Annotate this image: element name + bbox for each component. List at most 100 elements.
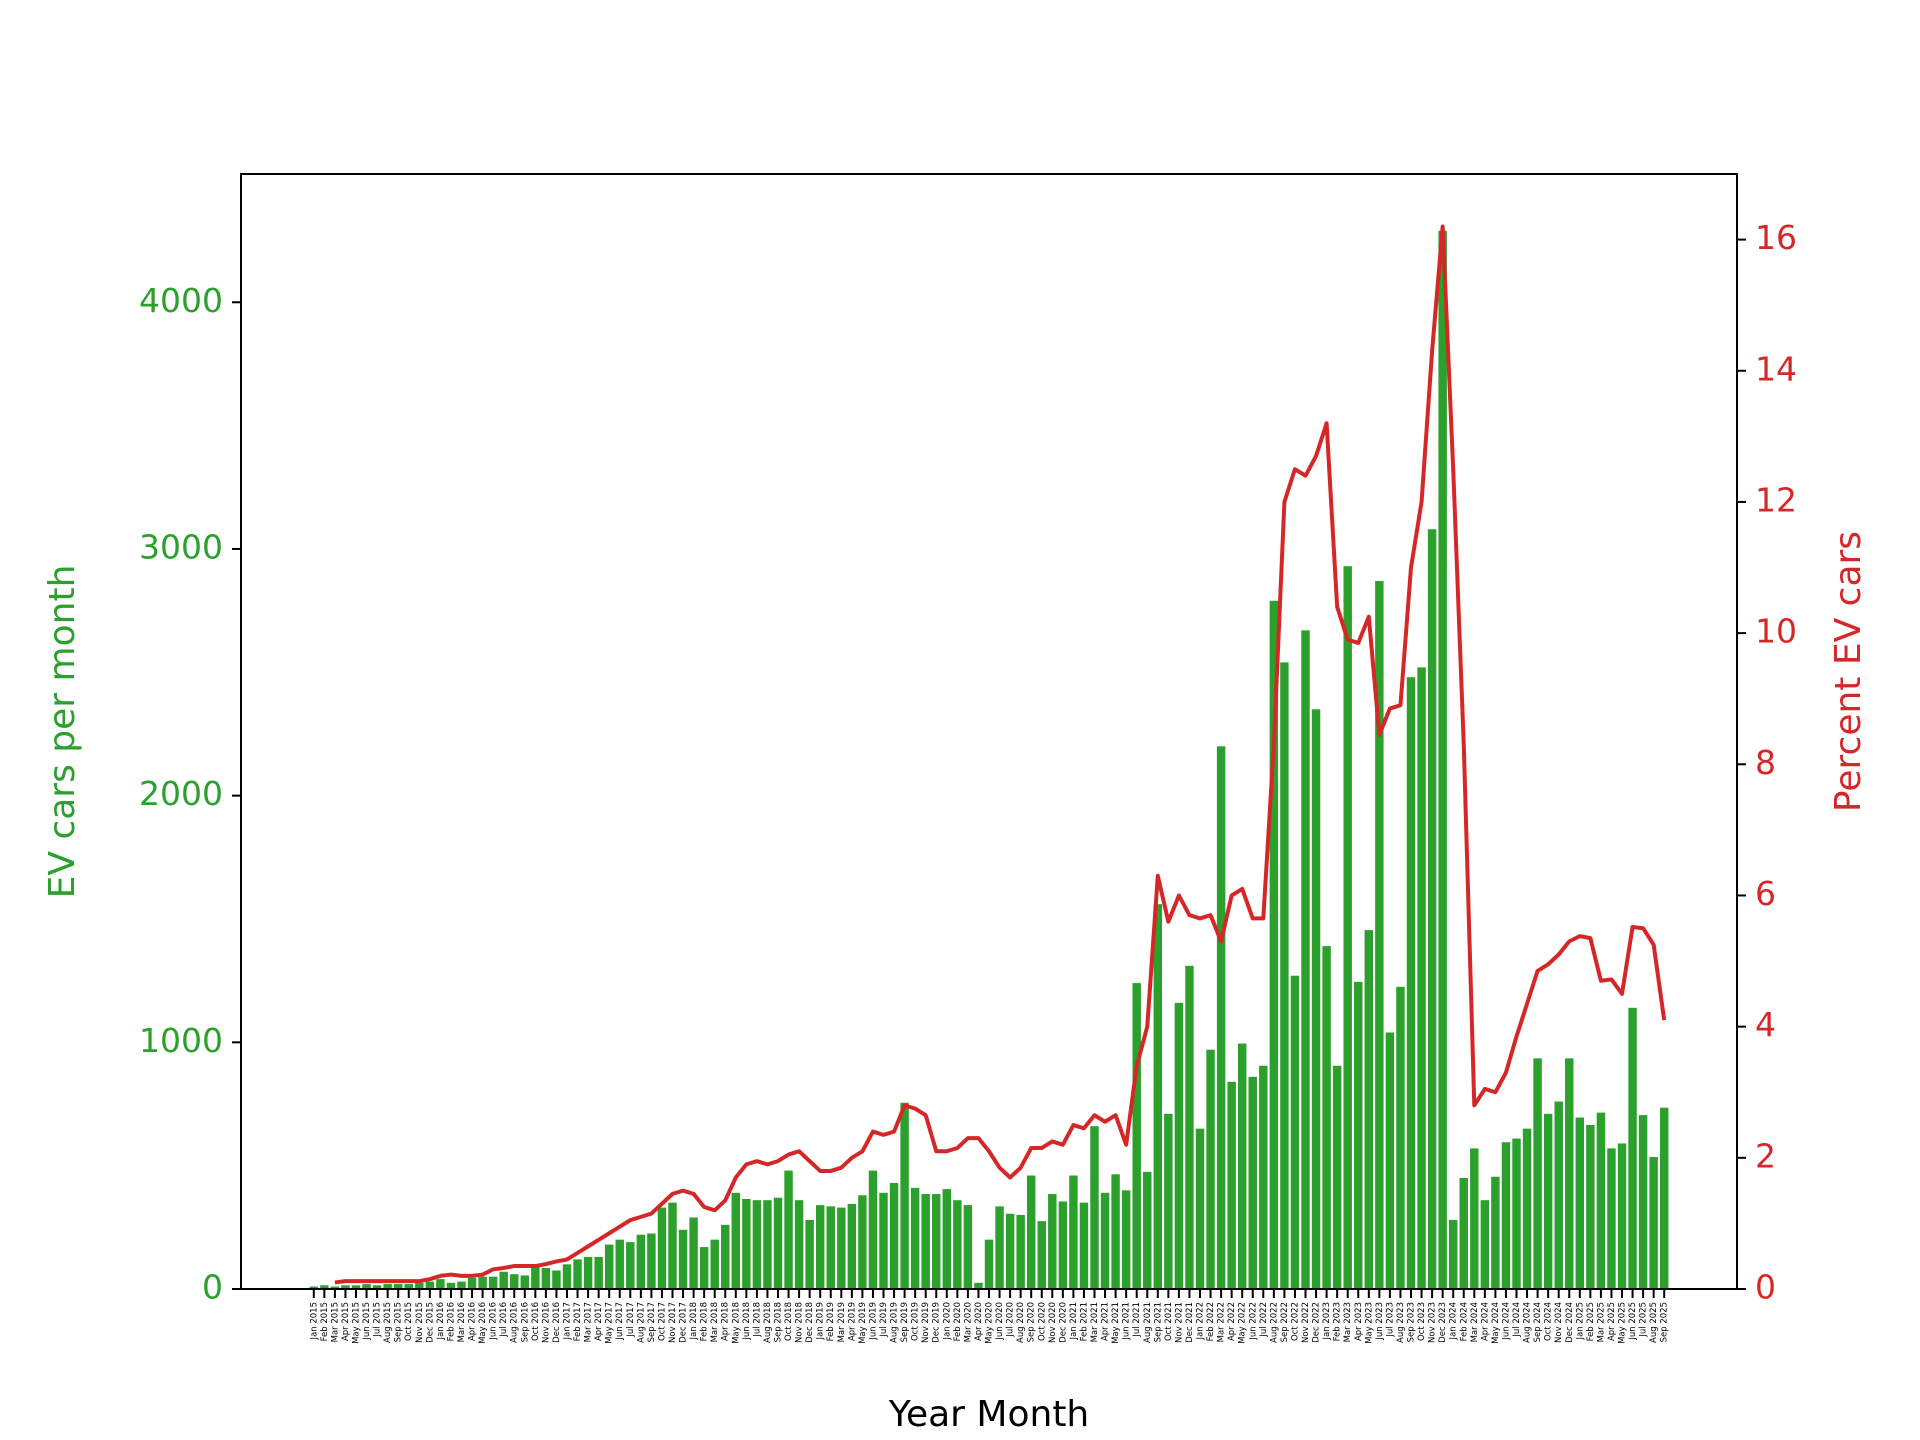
x-tick-label: Nov 2017 <box>668 1302 678 1343</box>
x-tick-label: May 2018 <box>731 1302 741 1344</box>
bar <box>1332 1065 1342 1289</box>
bar <box>1417 667 1426 1289</box>
x-tick-label: Nov 2022 <box>1301 1302 1311 1343</box>
x-tick-label: Aug 2021 <box>1143 1302 1153 1343</box>
bar <box>858 1195 867 1289</box>
bar <box>1311 709 1321 1289</box>
x-tick-label: Aug 2023 <box>1396 1302 1406 1343</box>
bar <box>1301 630 1310 1289</box>
bar <box>974 1282 983 1289</box>
bar <box>1480 1200 1490 1289</box>
x-tick-label: Nov 2021 <box>1174 1302 1184 1343</box>
x-tick-label: Jun 2015 <box>362 1302 372 1341</box>
bar <box>1385 1032 1395 1289</box>
x-tick-label: Nov 2019 <box>921 1302 931 1343</box>
x-tick-label: Apr 2023 <box>1354 1302 1364 1341</box>
y-tick-label: 4000 <box>139 281 223 320</box>
x-tick-label: Sep 2023 <box>1407 1302 1417 1342</box>
bar <box>1586 1124 1595 1289</box>
bar <box>425 1281 435 1289</box>
bar <box>520 1275 530 1289</box>
bar <box>604 1244 614 1289</box>
bar <box>678 1229 688 1289</box>
bar <box>1248 1076 1257 1289</box>
x-tick-label: Dec 2021 <box>1185 1302 1195 1343</box>
x-tick-label: Aug 2020 <box>1016 1302 1026 1343</box>
bar <box>1079 1202 1089 1289</box>
x-tick-label: Feb 2025 <box>1586 1302 1596 1341</box>
x-tick-label: May 2016 <box>478 1302 488 1344</box>
bar <box>647 1233 656 1289</box>
x-tick-label: May 2022 <box>1238 1302 1248 1344</box>
bar <box>1470 1148 1479 1289</box>
x-tick-label: Oct 2019 <box>911 1302 921 1341</box>
bar <box>626 1242 635 1289</box>
x-tick-label: Aug 2016 <box>510 1302 520 1343</box>
bar <box>910 1187 920 1289</box>
x-tick-label: Oct 2022 <box>1290 1302 1300 1341</box>
x-tick-label: May 2021 <box>1111 1302 1121 1344</box>
bar <box>1259 1065 1268 1289</box>
bar <box>984 1239 994 1289</box>
x-tick-label: Aug 2025 <box>1649 1302 1659 1343</box>
x-tick-label: Oct 2020 <box>1037 1302 1047 1341</box>
bar <box>1575 1117 1585 1289</box>
bar <box>879 1192 888 1289</box>
x-tick-label: Apr 2019 <box>847 1302 857 1341</box>
x-tick-label: Sep 2017 <box>647 1302 657 1342</box>
bar <box>1596 1112 1606 1289</box>
x-tick-label: Dec 2019 <box>932 1302 942 1343</box>
bar <box>1153 904 1163 1289</box>
bar <box>1512 1138 1521 1289</box>
bar <box>1005 1213 1015 1289</box>
bar <box>826 1206 835 1289</box>
y-tick-label: 3000 <box>139 527 223 566</box>
bar <box>1037 1221 1046 1289</box>
bar <box>467 1277 477 1289</box>
x-tick-label: Mar 2022 <box>1217 1302 1227 1342</box>
bar <box>1554 1101 1563 1289</box>
bar <box>404 1284 413 1289</box>
bar <box>1617 1143 1627 1289</box>
y2-tick-label: 0 <box>1755 1268 1776 1307</box>
bar <box>742 1198 751 1289</box>
x-tick-label: Jul 2025 <box>1639 1302 1649 1338</box>
x-tick-label: Jan 2020 <box>942 1302 952 1340</box>
bar <box>1565 1058 1574 1289</box>
bar <box>1607 1148 1616 1289</box>
bar <box>1533 1058 1542 1289</box>
bar <box>415 1282 424 1289</box>
bar <box>1638 1115 1648 1289</box>
x-tick-label: Jun 2023 <box>1375 1302 1385 1341</box>
x-tick-label: May 2020 <box>985 1302 995 1344</box>
x-tick-label: Jul 2021 <box>1132 1302 1142 1338</box>
bar <box>1290 975 1300 1289</box>
bar <box>372 1285 382 1289</box>
x-tick-label: Mar 2015 <box>330 1302 340 1342</box>
y2-tick-label: 10 <box>1755 612 1797 651</box>
bar <box>541 1268 551 1289</box>
bar <box>889 1182 899 1289</box>
bar <box>636 1234 646 1289</box>
x-tick-label: Oct 2021 <box>1164 1302 1174 1341</box>
x-axis-label: Year Month <box>888 1394 1090 1435</box>
x-tick-label: Mar 2016 <box>457 1302 467 1342</box>
x-tick-label: Feb 2018 <box>700 1302 710 1341</box>
x-tick-label: Jul 2023 <box>1385 1302 1395 1338</box>
x-tick-label: Mar 2020 <box>963 1302 973 1342</box>
x-tick-label: Jul 2015 <box>373 1302 383 1338</box>
bar <box>805 1219 814 1289</box>
bar <box>457 1281 466 1289</box>
x-tick-label: Nov 2024 <box>1554 1302 1564 1343</box>
x-tick-label: Jan 2019 <box>816 1302 826 1340</box>
x-tick-label: Aug 2015 <box>383 1302 393 1343</box>
x-tick-label: Jun 2017 <box>615 1302 625 1341</box>
x-tick-label: Apr 2020 <box>974 1302 984 1341</box>
bar <box>320 1285 329 1289</box>
bar <box>1659 1107 1669 1289</box>
bar <box>963 1205 973 1289</box>
bar <box>1459 1177 1468 1289</box>
bar <box>309 1286 319 1289</box>
bar <box>721 1224 730 1289</box>
bar <box>868 1170 878 1289</box>
